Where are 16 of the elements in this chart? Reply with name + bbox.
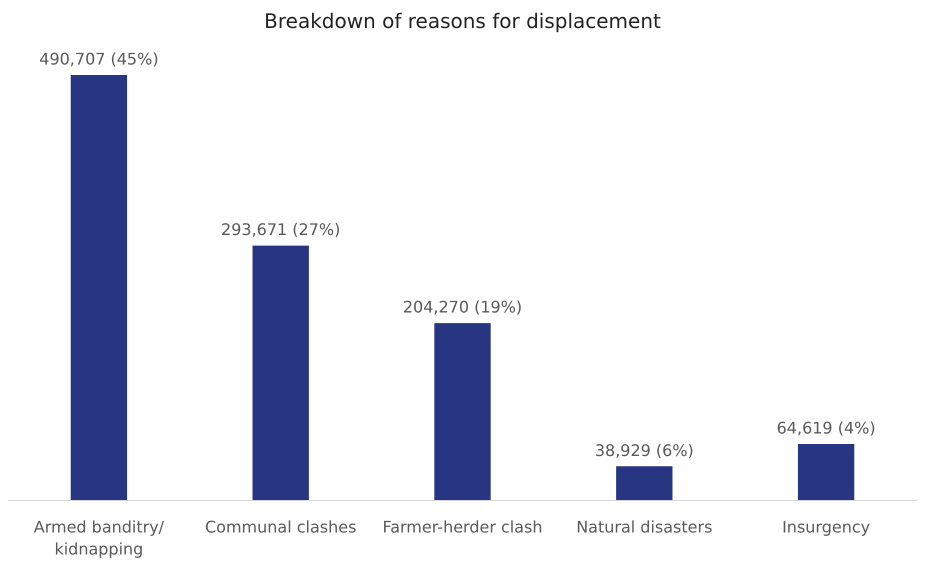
data-label: 38,929 (6%)	[594, 440, 694, 460]
data-label: 64,619 (4%)	[776, 418, 876, 438]
x-tick-label: Natural disasters	[576, 518, 712, 536]
data-label: 293,671 (27%)	[221, 220, 340, 240]
bar	[252, 246, 309, 500]
bar	[70, 75, 128, 500]
bar	[798, 444, 854, 500]
bar	[616, 466, 672, 500]
x-tick-label: Armed banditry/kidnapping	[34, 518, 165, 558]
x-tick-label: Communal clashes	[204, 518, 356, 536]
chart-title: Breakdown of reasons for displacement	[264, 9, 662, 33]
data-label: 490,707 (45%)	[39, 50, 159, 68]
data-label: 204,270 (19%)	[402, 298, 522, 317]
x-tick-label: Farmer-herder clash	[382, 518, 543, 536]
bar	[434, 323, 491, 500]
x-tick-label: Insurgency	[782, 518, 870, 536]
